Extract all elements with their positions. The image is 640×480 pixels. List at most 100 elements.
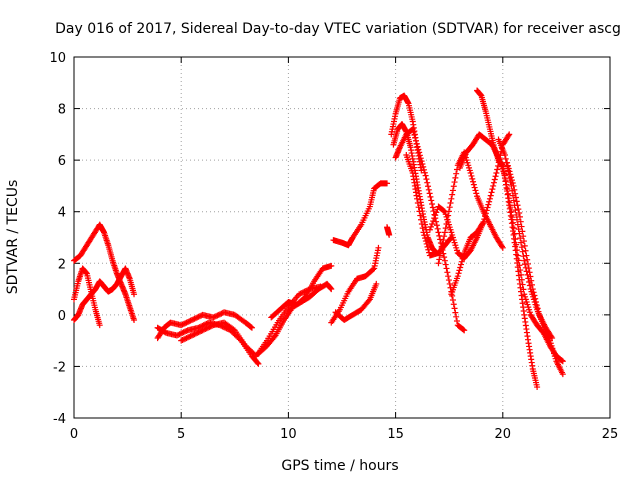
plot-border (73, 56, 611, 419)
data-point (451, 305, 458, 312)
data-point (531, 292, 538, 299)
data-point (514, 202, 521, 209)
data-point (510, 182, 517, 189)
y-tick-label: -2 (53, 360, 66, 375)
series-trace-u (474, 87, 541, 391)
data-point (510, 225, 517, 232)
chart-title: Day 016 of 2017, Sidereal Day-to-day VTE… (55, 21, 621, 37)
data-point (492, 173, 499, 180)
data-point (195, 313, 202, 320)
data-point (218, 310, 225, 317)
data-point (428, 197, 435, 204)
data-point (519, 228, 526, 235)
series-trace-c (71, 265, 103, 329)
data-point (187, 333, 194, 340)
data-point (416, 152, 423, 159)
data-point (370, 266, 377, 273)
data-point (439, 240, 446, 247)
data-point (194, 329, 201, 336)
data-point (414, 143, 421, 150)
data-point (300, 289, 307, 296)
data-point (454, 273, 461, 280)
data-point (482, 210, 489, 217)
data-point (528, 277, 535, 284)
data-point (296, 291, 303, 298)
y-tick-labels: -4 -2 0 2 4 6 8 10 (49, 51, 66, 427)
data-point (446, 280, 453, 287)
data-point (183, 319, 190, 326)
data-point (521, 242, 528, 249)
data-point (498, 243, 505, 250)
data-point (195, 329, 202, 336)
data-point (429, 200, 436, 207)
y-tick-label: -4 (53, 412, 66, 427)
data-point (524, 260, 531, 267)
data-point (207, 323, 214, 330)
data-point (505, 165, 512, 172)
y-tick-label: 10 (49, 51, 66, 66)
series-trace-g (255, 280, 335, 357)
data-point (429, 220, 436, 227)
data-point (455, 270, 462, 277)
series-trace-h (268, 262, 335, 321)
data-point (184, 318, 191, 325)
data-point (470, 181, 477, 188)
data-point (523, 252, 530, 259)
data-point (190, 331, 197, 338)
data-point (508, 174, 515, 181)
data-point (520, 238, 527, 245)
data-point (535, 308, 542, 315)
data-point (484, 204, 491, 211)
data-point (446, 204, 453, 211)
data-point (442, 225, 449, 232)
data-point (458, 258, 465, 265)
data-point (457, 261, 464, 268)
series-trace-j (332, 280, 380, 324)
data-points (71, 87, 566, 391)
data-point (181, 328, 188, 335)
data-point (412, 137, 419, 144)
data-point (328, 262, 335, 269)
data-point (416, 149, 423, 156)
data-point (255, 360, 262, 367)
data-point (471, 184, 478, 191)
data-point (178, 322, 185, 329)
data-point (521, 257, 528, 264)
data-point (483, 207, 490, 214)
data-point (375, 244, 382, 251)
y-tick-label: 8 (58, 103, 66, 118)
data-point (179, 321, 186, 328)
data-point (230, 326, 237, 333)
data-point (214, 312, 221, 319)
data-point (486, 198, 493, 205)
data-point (494, 166, 501, 173)
x-tick-label: 5 (177, 427, 185, 442)
data-point (442, 261, 449, 268)
data-point (519, 281, 526, 288)
data-point (301, 288, 308, 295)
data-point (415, 146, 422, 153)
data-point (191, 331, 198, 338)
data-point (430, 208, 437, 215)
data-point (449, 187, 456, 194)
data-point (365, 297, 372, 304)
series-trace-v (495, 136, 566, 378)
data-point (179, 329, 186, 336)
data-point (460, 252, 467, 259)
data-point (523, 268, 530, 275)
data-point (530, 289, 537, 296)
data-point (430, 218, 437, 225)
data-point (418, 216, 425, 223)
data-point (418, 220, 425, 227)
data-point (513, 198, 520, 205)
data-point (186, 318, 193, 325)
series-trace-w (504, 159, 556, 342)
data-point (179, 336, 186, 343)
data-point (271, 333, 278, 340)
data-point (186, 333, 193, 340)
data-point (441, 257, 448, 264)
data-point (485, 201, 492, 208)
data-point (422, 235, 429, 242)
data-point (202, 326, 209, 333)
